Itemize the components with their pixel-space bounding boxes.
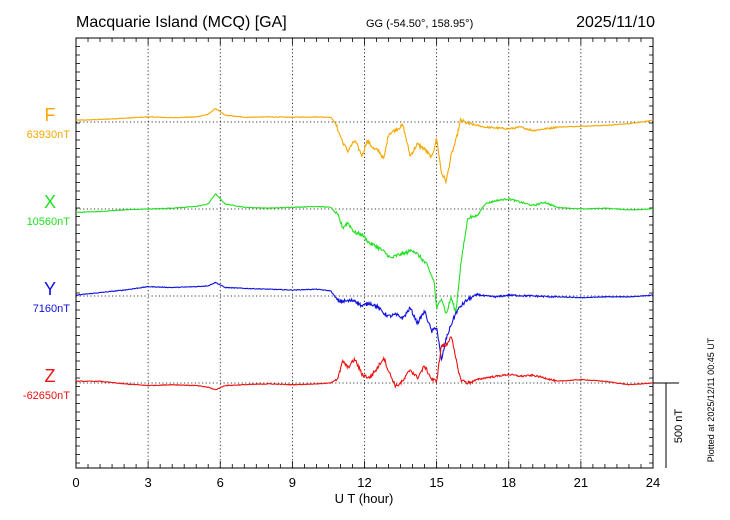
plotted-note: Plotted at 2025/12/11 00:45 UT (706, 337, 716, 462)
x-tick-label: 12 (357, 475, 371, 490)
x-tick-label: 6 (217, 475, 224, 490)
x-axis-label: U T (hour) (335, 491, 394, 506)
x-tick-label: 9 (289, 475, 296, 490)
scale-bar: 500 nT (653, 382, 685, 468)
series-name-f: F (45, 105, 56, 125)
grid (76, 38, 653, 468)
series-labels: F 63930nT X 10560nT Y 7160nT Z -62650nT (23, 105, 70, 402)
axis-ticks (75, 37, 654, 468)
series-name-x: X (44, 192, 56, 212)
x-tick-label: 24 (646, 475, 660, 490)
series-line-f (75, 108, 654, 185)
x-tick-labels: 0 3 6 9 12 15 18 21 24 (72, 475, 660, 490)
scale-bar-label: 500 nT (673, 409, 685, 444)
station-coords: GG (-54.50°, 158.95°) (366, 18, 473, 30)
x-tick-label: 18 (502, 475, 516, 490)
series-line-z (75, 336, 654, 391)
series-baseline-z: -62650nT (23, 390, 70, 402)
plot-frame (75, 37, 654, 469)
x-tick-label: 3 (145, 475, 152, 490)
series-layer (75, 108, 654, 391)
x-tick-label: 0 (72, 475, 79, 490)
series-name-y: Y (44, 279, 56, 299)
x-tick-label: 15 (429, 475, 443, 490)
chart-title: Macquarie Island (MCQ) [GA] (76, 14, 287, 31)
series-baseline-x: 10560nT (27, 216, 71, 228)
series-baseline-f: 63930nT (27, 129, 71, 141)
x-tick-label: 21 (574, 475, 588, 490)
series-line-x (75, 193, 654, 314)
series-baseline-y: 7160nT (33, 303, 71, 315)
series-name-z: Z (45, 366, 56, 386)
chart-date: 2025/11/10 (576, 14, 655, 31)
series-line-y (75, 281, 654, 362)
